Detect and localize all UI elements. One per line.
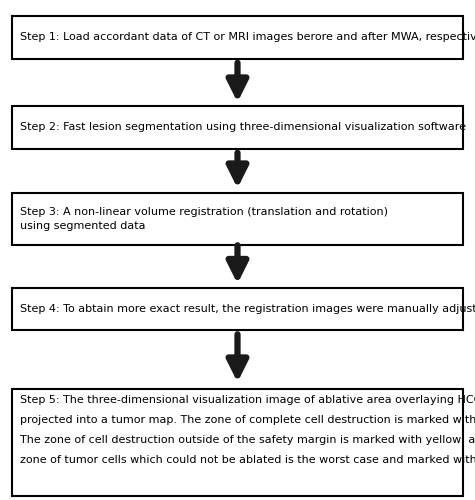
Text: Step 3: A non-linear volume registration (translation and rotation)
using segmen: Step 3: A non-linear volume registration… — [20, 207, 389, 231]
Text: Step 1: Load accordant data of CT or MRI images berore and after MWA, respective: Step 1: Load accordant data of CT or MRI… — [20, 32, 475, 42]
FancyBboxPatch shape — [12, 16, 463, 58]
Text: Step 5: The three-dimensional visualization image of ablative area overlaying HC: Step 5: The three-dimensional visualizat… — [20, 395, 475, 465]
FancyBboxPatch shape — [12, 389, 463, 496]
FancyBboxPatch shape — [12, 288, 463, 330]
FancyBboxPatch shape — [12, 106, 463, 149]
FancyBboxPatch shape — [12, 192, 463, 245]
Text: Step 4: To abtain more exact result, the registration images were manually adjus: Step 4: To abtain more exact result, the… — [20, 304, 475, 314]
Text: Step 2: Fast lesion segmentation using three-dimensional visualization software: Step 2: Fast lesion segmentation using t… — [20, 122, 466, 132]
